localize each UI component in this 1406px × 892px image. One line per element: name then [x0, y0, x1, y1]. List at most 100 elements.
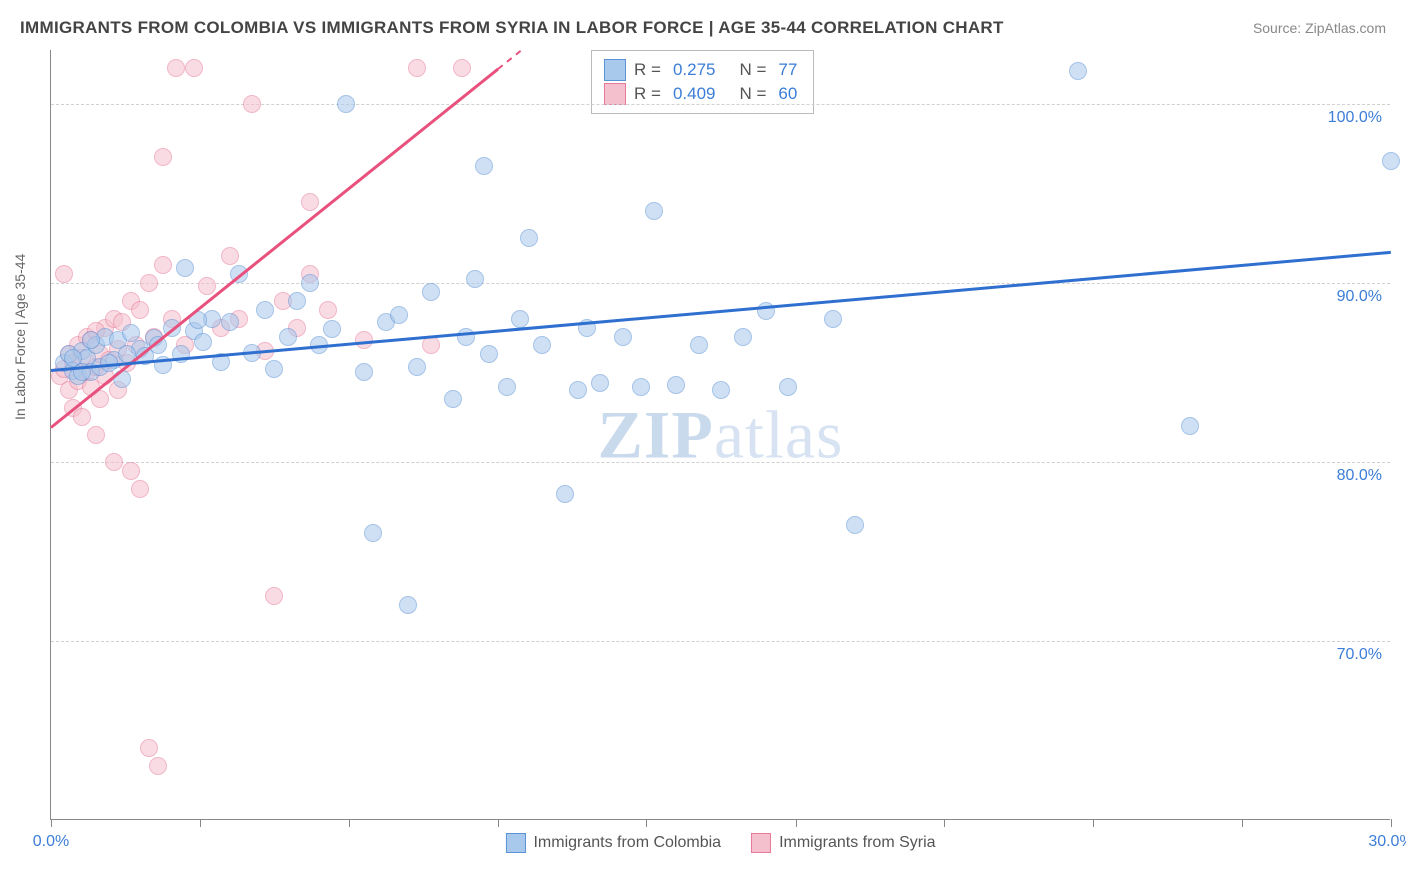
trend-line [51, 251, 1391, 372]
legend-swatch-syria [751, 833, 771, 853]
colombia-point [422, 283, 440, 301]
y-tick-label: 80.0% [1337, 467, 1382, 485]
r-value-syria: 0.409 [673, 84, 716, 104]
watermark-bold: ZIP [598, 396, 714, 472]
syria-point [149, 757, 167, 775]
chart-title: IMMIGRANTS FROM COLOMBIA VS IMMIGRANTS F… [20, 18, 1004, 38]
colombia-point [511, 310, 529, 328]
colombia-point [690, 336, 708, 354]
colombia-point [256, 301, 274, 319]
legend-swatch-colombia [604, 59, 626, 81]
colombia-point [520, 229, 538, 247]
syria-point [167, 59, 185, 77]
x-tick-label: 30.0% [1368, 833, 1406, 851]
syria-point [140, 274, 158, 292]
x-tick-label: 0.0% [33, 833, 69, 851]
colombia-point [408, 358, 426, 376]
legend-item-syria: Immigrants from Syria [751, 833, 935, 853]
syria-point [265, 587, 283, 605]
colombia-point [337, 95, 355, 113]
colombia-point [846, 516, 864, 534]
legend-row-colombia: R = 0.275 N = 77 [604, 59, 801, 81]
gridline [51, 283, 1390, 284]
syria-point [105, 453, 123, 471]
x-tick [51, 819, 52, 827]
source-attribution: Source: ZipAtlas.com [1253, 20, 1386, 36]
colombia-point [176, 259, 194, 277]
scatter-plot-area: ZIPatlas R = 0.275 N = 77 R = 0.409 N = … [50, 50, 1390, 820]
syria-point [221, 247, 239, 265]
colombia-point [614, 328, 632, 346]
colombia-point [645, 202, 663, 220]
colombia-point [444, 390, 462, 408]
y-tick-label: 100.0% [1328, 109, 1382, 127]
trend-line [497, 50, 521, 69]
colombia-point [556, 485, 574, 503]
syria-point [301, 193, 319, 211]
syria-point [140, 739, 158, 757]
colombia-point [364, 524, 382, 542]
x-tick [1391, 819, 1392, 827]
x-tick [200, 819, 201, 827]
colombia-point [480, 345, 498, 363]
colombia-point [194, 333, 212, 351]
x-tick [1242, 819, 1243, 827]
colombia-point [734, 328, 752, 346]
y-axis-label: In Labor Force | Age 35-44 [12, 254, 28, 420]
colombia-point [632, 378, 650, 396]
n-label: N = [739, 84, 766, 104]
colombia-point [1382, 152, 1400, 170]
syria-point [243, 95, 261, 113]
colombia-point [533, 336, 551, 354]
legend-label-colombia: Immigrants from Colombia [533, 834, 721, 852]
colombia-point [399, 596, 417, 614]
r-label: R = [634, 60, 661, 80]
colombia-point [569, 381, 587, 399]
colombia-point [355, 363, 373, 381]
gridline [51, 641, 1390, 642]
colombia-point [82, 331, 100, 349]
x-tick [349, 819, 350, 827]
legend-row-syria: R = 0.409 N = 60 [604, 83, 801, 105]
syria-point [55, 265, 73, 283]
n-value-colombia: 77 [778, 60, 797, 80]
syria-point [154, 256, 172, 274]
gridline [51, 462, 1390, 463]
x-tick [1093, 819, 1094, 827]
syria-point [131, 301, 149, 319]
x-tick [796, 819, 797, 827]
colombia-point [288, 292, 306, 310]
colombia-point [824, 310, 842, 328]
r-label: R = [634, 84, 661, 104]
colombia-point [323, 320, 341, 338]
colombia-point [1069, 62, 1087, 80]
x-tick [944, 819, 945, 827]
colombia-point [221, 313, 239, 331]
n-value-syria: 60 [778, 84, 797, 104]
colombia-point [1181, 417, 1199, 435]
syria-point [87, 426, 105, 444]
syria-point [122, 462, 140, 480]
n-label: N = [739, 60, 766, 80]
syria-point [185, 59, 203, 77]
syria-point [422, 336, 440, 354]
legend-label-syria: Immigrants from Syria [779, 834, 935, 852]
x-tick [646, 819, 647, 827]
syria-point [198, 277, 216, 295]
syria-point [131, 480, 149, 498]
colombia-point [475, 157, 493, 175]
legend-swatch-colombia [505, 833, 525, 853]
colombia-point [712, 381, 730, 399]
syria-point [453, 59, 471, 77]
colombia-point [779, 378, 797, 396]
colombia-point [466, 270, 484, 288]
colombia-point [265, 360, 283, 378]
legend-item-colombia: Immigrants from Colombia [505, 833, 721, 853]
syria-point [73, 408, 91, 426]
y-tick-label: 70.0% [1337, 646, 1382, 664]
colombia-point [457, 328, 475, 346]
colombia-point [279, 328, 297, 346]
colombia-point [390, 306, 408, 324]
r-value-colombia: 0.275 [673, 60, 716, 80]
colombia-point [498, 378, 516, 396]
